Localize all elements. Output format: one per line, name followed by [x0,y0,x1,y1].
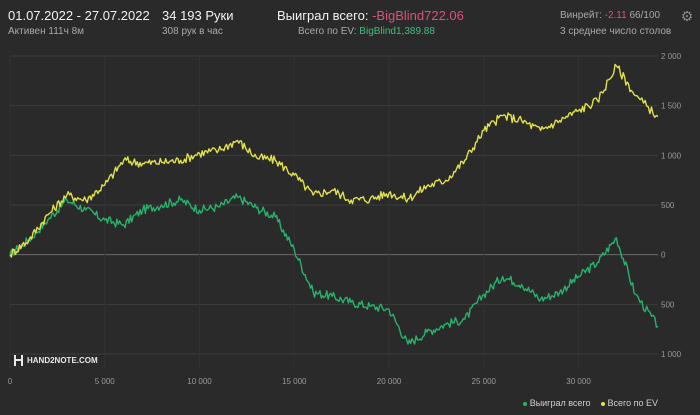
y-tick-label: 500 [661,201,675,210]
hand2note-logo-icon [14,355,23,366]
series-line-won [9,193,659,345]
legend-item-won[interactable]: Выиграл всего [522,398,591,408]
legend-ev-label: Всего по EV [607,398,658,408]
x-tick-label: 0 [8,377,13,386]
tables-average: 3 среднее число столов [560,26,672,37]
grid-lines [9,55,658,368]
legend-ev-dot-icon [600,401,605,406]
legend-item-ev[interactable]: Всего по EV [600,398,658,408]
winrate-value: -2.11 [604,10,627,21]
y-tick-labels: 2 000 1 500 1 000 500 0 500 1 000 [661,52,682,359]
legend-won-label: Выиграл всего [529,398,591,408]
won-total-label: Выиграл всего: [277,8,369,23]
x-tick-label: 20 000 [377,377,402,386]
x-tick-labels: 0 5 000 10 000 15 000 20 000 25 000 30 000 [8,377,592,386]
y-tick-label: 1 500 [661,102,682,111]
x-tick-label: 15 000 [282,377,307,386]
ev-total: Всего по EV: BigBlind1,389.88 [298,26,435,37]
series-lines [9,63,659,345]
logo-text: HAND2NOTE.COM [27,356,98,365]
won-total: Выиграл всего: -BigBlind722.06 [277,8,464,23]
ev-total-label: Всего по EV: [298,26,357,37]
x-tick-label: 5 000 [95,377,116,386]
active-time: Активен 111ч 8м [8,26,85,37]
y-tick-label: 500 [661,300,675,309]
gear-icon[interactable]: ⚙ [680,8,694,24]
y-tick-label: 1 000 [661,350,682,359]
won-total-value: -BigBlind722.06 [372,8,464,23]
ev-total-value: BigBlind1,389.88 [359,26,435,37]
winrate-label: Винрейт: [560,10,602,21]
y-tick-label: 1 000 [661,151,682,160]
logo: HAND2NOTE.COM [14,355,98,366]
winrate-unit: 66/100 [629,10,661,21]
date-range[interactable]: 01.07.2022 - 27.07.2022 [8,8,150,23]
x-tick-label: 30 000 [566,377,591,386]
legend-won-dot-icon [522,401,527,406]
hands-per-hour: 308 рук в час [162,26,223,37]
y-tick-label: 0 [661,251,666,260]
winrate: Винрейт: -2.11 66/100 [560,10,660,21]
hands-count: 34 193 Руки [162,8,234,23]
series-line-ev [9,63,659,258]
x-tick-label: 10 000 [187,377,212,386]
chart-legend: Выиграл всего Всего по EV [522,398,658,408]
y-tick-label: 2 000 [661,52,682,61]
x-tick-label: 25 000 [472,377,497,386]
